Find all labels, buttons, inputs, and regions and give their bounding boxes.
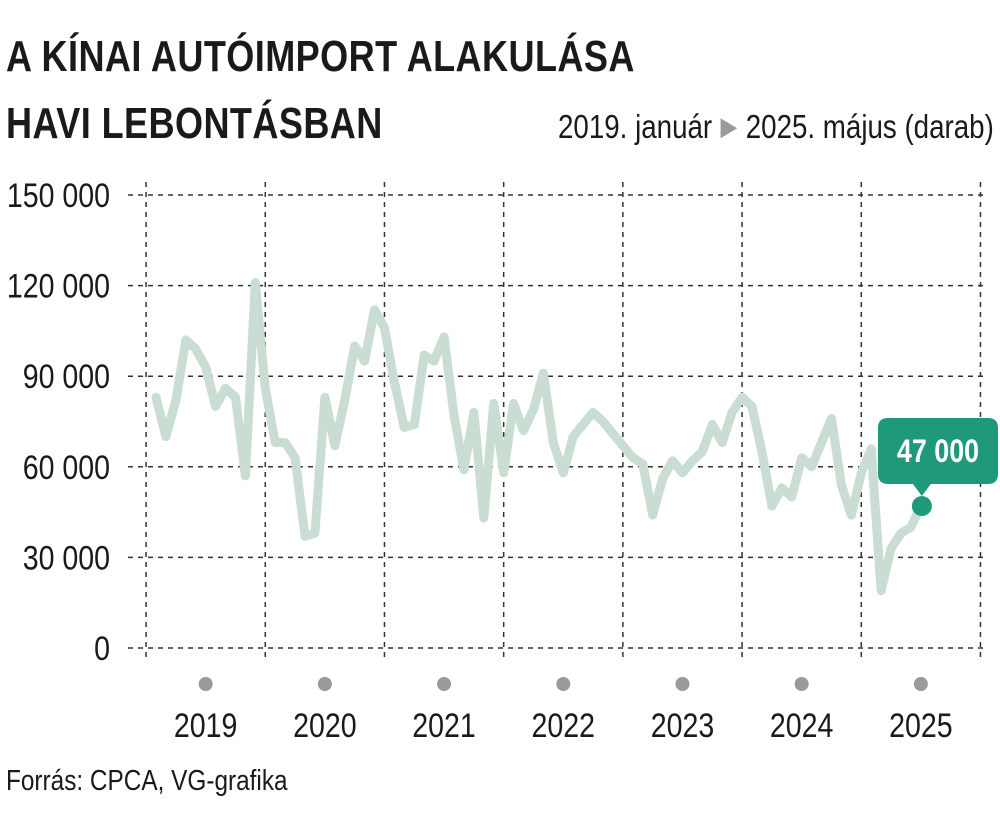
year-marker bbox=[317, 677, 332, 691]
year-marker bbox=[675, 677, 690, 691]
last-point-marker bbox=[911, 496, 932, 517]
chart-title-line1: A KÍNAI AUTÓIMPORT ALAKULÁSA bbox=[6, 32, 635, 81]
x-tick-label: 2021 bbox=[412, 707, 476, 745]
x-tick-label: 2023 bbox=[651, 707, 715, 745]
y-tick-label: 30 000 bbox=[23, 539, 110, 577]
y-tick-label: 150 000 bbox=[7, 177, 110, 215]
x-tick-label: 2019 bbox=[174, 707, 238, 745]
x-tick-label: 2025 bbox=[889, 707, 953, 745]
year-marker bbox=[794, 677, 809, 691]
year-marker bbox=[913, 677, 928, 691]
y-tick-label: 0 bbox=[94, 630, 110, 668]
line-chart: 0 30 000 60 000 90 000 120 000 150 000 2019 202… bbox=[7, 177, 998, 745]
x-tick-label: 2020 bbox=[293, 707, 357, 745]
year-marker bbox=[437, 677, 452, 691]
series-line bbox=[151, 278, 926, 596]
x-tick-label: 2024 bbox=[770, 707, 834, 745]
play-arrow-icon: ▶ bbox=[720, 111, 738, 141]
y-tick-label: 120 000 bbox=[7, 267, 110, 305]
y-tick-label: 60 000 bbox=[23, 448, 110, 486]
chart-subtitle: 2019. január ▶ 2025. május (darab) bbox=[558, 110, 994, 143]
chart-title-line2: HAVI LEBONTÁSBAN bbox=[6, 99, 383, 148]
y-tick-label: 90 000 bbox=[23, 358, 110, 396]
subtitle-start: 2019. január bbox=[558, 108, 713, 145]
subtitle-end: 2025. május (darab) bbox=[745, 108, 994, 145]
year-marker bbox=[556, 677, 571, 691]
year-marker bbox=[198, 677, 213, 691]
source-note: Forrás: CPCA, VG-grafika bbox=[6, 765, 288, 797]
value-callout-label: 47 000 bbox=[897, 434, 979, 470]
x-tick-label: 2022 bbox=[532, 707, 596, 745]
value-callout bbox=[878, 418, 998, 496]
